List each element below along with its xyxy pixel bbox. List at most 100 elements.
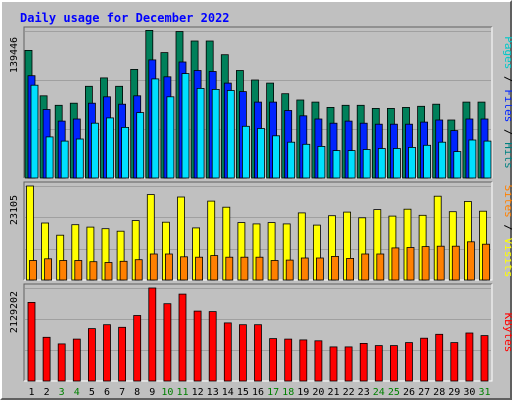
bar-visits-sites-day-30 — [466, 241, 475, 281]
bar-visits-sites-day-14 — [225, 256, 234, 281]
day-label-6: 6 — [104, 387, 110, 398]
bar-hits-pages-day-20 — [317, 145, 326, 179]
day-label-28: 28 — [433, 387, 445, 398]
bar-visits-sites-day-1 — [29, 260, 37, 281]
bar-kbytes-kbytes-day-8 — [133, 315, 142, 382]
bar-kbytes-kbytes-day-16 — [254, 324, 262, 382]
day-label-9: 9 — [149, 387, 155, 398]
bar-visits-sites-day-4 — [74, 260, 83, 281]
bar-kbytes-kbytes-day-21 — [329, 346, 338, 382]
bar-visits-sites-day-12 — [195, 256, 204, 281]
bar-visits-sites-day-11 — [180, 256, 188, 281]
day-label-1: 1 — [28, 387, 34, 398]
day-label-5: 5 — [89, 387, 95, 398]
panel-visits-max-label: 23105 — [9, 195, 20, 225]
chart-title: Daily usage for December 2022 — [20, 11, 230, 25]
bar-visits-sites-day-7 — [119, 260, 128, 281]
day-label-11: 11 — [176, 387, 188, 398]
day-label-30: 30 — [463, 387, 475, 398]
panel-hits: 139446 — [9, 26, 493, 179]
bar-visits-sites-day-31 — [482, 243, 490, 281]
bar-hits-pages-day-6 — [106, 117, 114, 179]
bar-kbytes-kbytes-day-29 — [450, 342, 459, 382]
panel-hits-border-dark — [23, 26, 492, 178]
day-label-27: 27 — [418, 387, 430, 398]
bar-visits-sites-day-26 — [406, 247, 415, 281]
bar-kbytes-kbytes-day-22 — [344, 346, 353, 382]
bar-kbytes-kbytes-day-18 — [284, 338, 293, 382]
bar-visits-sites-day-5 — [89, 261, 98, 281]
legend-hits-part-2: Files — [502, 89, 512, 122]
bar-visits-sites-day-19 — [300, 257, 309, 281]
bar-kbytes-kbytes-day-24 — [374, 345, 383, 382]
bar-visits-sites-day-15 — [240, 256, 249, 281]
bar-visits-sites-day-16 — [255, 256, 264, 281]
bar-kbytes-kbytes-day-4 — [72, 338, 81, 382]
bar-kbytes-kbytes-day-5 — [88, 328, 96, 382]
bar-hits-pages-day-18 — [287, 141, 296, 179]
bar-hits-pages-day-11 — [181, 73, 190, 179]
bar-hits-pages-day-10 — [166, 96, 175, 179]
bar-visits-sites-day-13 — [210, 255, 219, 281]
bar-kbytes-kbytes-day-31 — [480, 335, 489, 382]
bar-visits-sites-day-23 — [361, 253, 370, 281]
day-label-2: 2 — [44, 387, 50, 398]
bar-hits-pages-day-1 — [30, 84, 39, 179]
bar-kbytes-kbytes-day-20 — [314, 340, 323, 382]
panel-kbytes-max-label: 2129202 — [9, 291, 20, 333]
bar-visits-sites-day-9 — [149, 253, 158, 281]
panel-visits-border-dark — [23, 181, 492, 280]
bar-hits-pages-day-17 — [272, 135, 281, 179]
bar-visits-sites-day-28 — [436, 245, 445, 281]
bar-hits-pages-day-29 — [453, 151, 462, 179]
bar-hits-pages-day-23 — [362, 149, 371, 179]
day-label-10: 10 — [161, 387, 173, 398]
bar-kbytes-kbytes-day-15 — [238, 324, 247, 382]
bar-kbytes-kbytes-day-30 — [465, 332, 474, 382]
bar-kbytes-kbytes-day-23 — [359, 342, 368, 382]
day-label-13: 13 — [207, 387, 219, 398]
legend-visits-part-1: / — [502, 218, 512, 238]
bar-visits-sites-day-21 — [331, 255, 339, 281]
day-label-23: 23 — [358, 387, 370, 398]
bar-kbytes-kbytes-day-1 — [27, 301, 36, 382]
day-label-14: 14 — [222, 387, 234, 398]
bar-visits-sites-day-6 — [104, 262, 113, 281]
day-label-3: 3 — [59, 387, 65, 398]
day-label-8: 8 — [134, 387, 140, 398]
day-label-29: 29 — [448, 387, 460, 398]
bar-kbytes-kbytes-day-25 — [389, 345, 398, 382]
panel-kbytes: 2129202 — [9, 283, 493, 382]
day-label-19: 19 — [297, 387, 309, 398]
bar-visits-sites-day-27 — [421, 246, 430, 281]
bar-kbytes-kbytes-day-26 — [405, 342, 413, 382]
chart-panels: 139446 23105 2129202 Pages / Files / Hits Si… — [9, 26, 512, 382]
bar-visits-sites-day-22 — [346, 257, 355, 281]
day-label-18: 18 — [282, 387, 294, 398]
day-label-12: 12 — [192, 387, 204, 398]
legend-hits-part-1: / — [502, 69, 512, 89]
day-label-21: 21 — [327, 387, 339, 398]
bar-hits-pages-day-9 — [151, 78, 160, 179]
day-label-4: 4 — [74, 387, 80, 398]
bar-hits-pages-day-13 — [211, 89, 220, 179]
bar-hits-pages-day-26 — [408, 146, 416, 179]
bar-kbytes-kbytes-day-28 — [435, 333, 444, 382]
bar-kbytes-kbytes-day-19 — [299, 339, 308, 382]
panel-visits: 23105 — [9, 181, 493, 281]
legend-hits-part-3: / — [502, 122, 512, 142]
bar-hits-pages-day-2 — [45, 136, 54, 179]
legend-kbytes: KBytes — [502, 313, 512, 353]
legend-hits-part-4: Hits — [502, 142, 512, 169]
bar-visits-sites-day-24 — [376, 253, 385, 281]
bar-visits-sites-day-25 — [391, 247, 400, 281]
bar-hits-pages-day-19 — [302, 143, 311, 179]
day-label-24: 24 — [373, 387, 385, 398]
bar-hits-pages-day-15 — [241, 125, 250, 179]
legend-hits: Pages / Files / Hits — [502, 36, 512, 169]
legend-kbytes-part-0: KBytes — [502, 313, 512, 353]
bar-kbytes-kbytes-day-14 — [223, 322, 232, 382]
bar-hits-pages-day-31 — [483, 140, 492, 179]
